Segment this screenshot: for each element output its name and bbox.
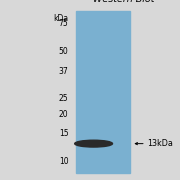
Text: 37: 37 <box>59 67 68 76</box>
Text: Western Blot: Western Blot <box>93 0 155 4</box>
Text: 25: 25 <box>59 94 68 103</box>
Text: 13kDa: 13kDa <box>148 139 174 148</box>
Bar <box>76 11 130 173</box>
Text: 75: 75 <box>59 19 68 28</box>
Ellipse shape <box>75 140 112 147</box>
Text: 50: 50 <box>59 47 68 56</box>
Text: 10: 10 <box>59 157 68 166</box>
Text: 20: 20 <box>59 110 68 119</box>
Text: 15: 15 <box>59 129 68 138</box>
Text: kDa: kDa <box>53 14 68 23</box>
